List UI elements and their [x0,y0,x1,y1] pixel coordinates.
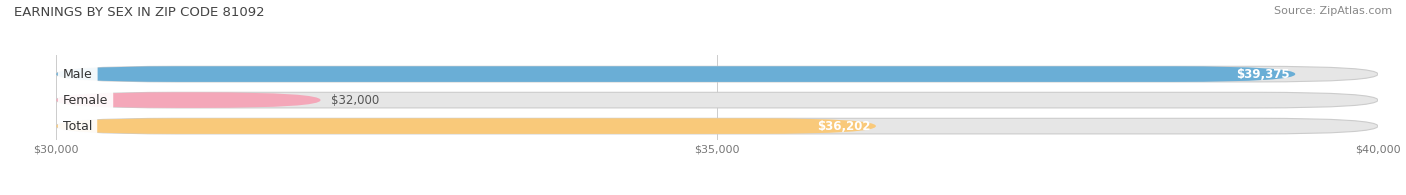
Text: EARNINGS BY SEX IN ZIP CODE 81092: EARNINGS BY SEX IN ZIP CODE 81092 [14,6,264,19]
Text: $32,000: $32,000 [332,94,380,107]
FancyBboxPatch shape [56,92,321,108]
FancyBboxPatch shape [56,66,1295,82]
Text: $39,375: $39,375 [1236,68,1289,81]
FancyBboxPatch shape [56,118,876,134]
FancyBboxPatch shape [56,92,1378,108]
Text: Female: Female [63,94,108,107]
Text: Male: Male [63,68,93,81]
Text: $36,202: $36,202 [817,120,870,133]
FancyBboxPatch shape [56,118,1378,134]
Text: Total: Total [63,120,93,133]
Text: Source: ZipAtlas.com: Source: ZipAtlas.com [1274,6,1392,16]
FancyBboxPatch shape [56,66,1378,82]
